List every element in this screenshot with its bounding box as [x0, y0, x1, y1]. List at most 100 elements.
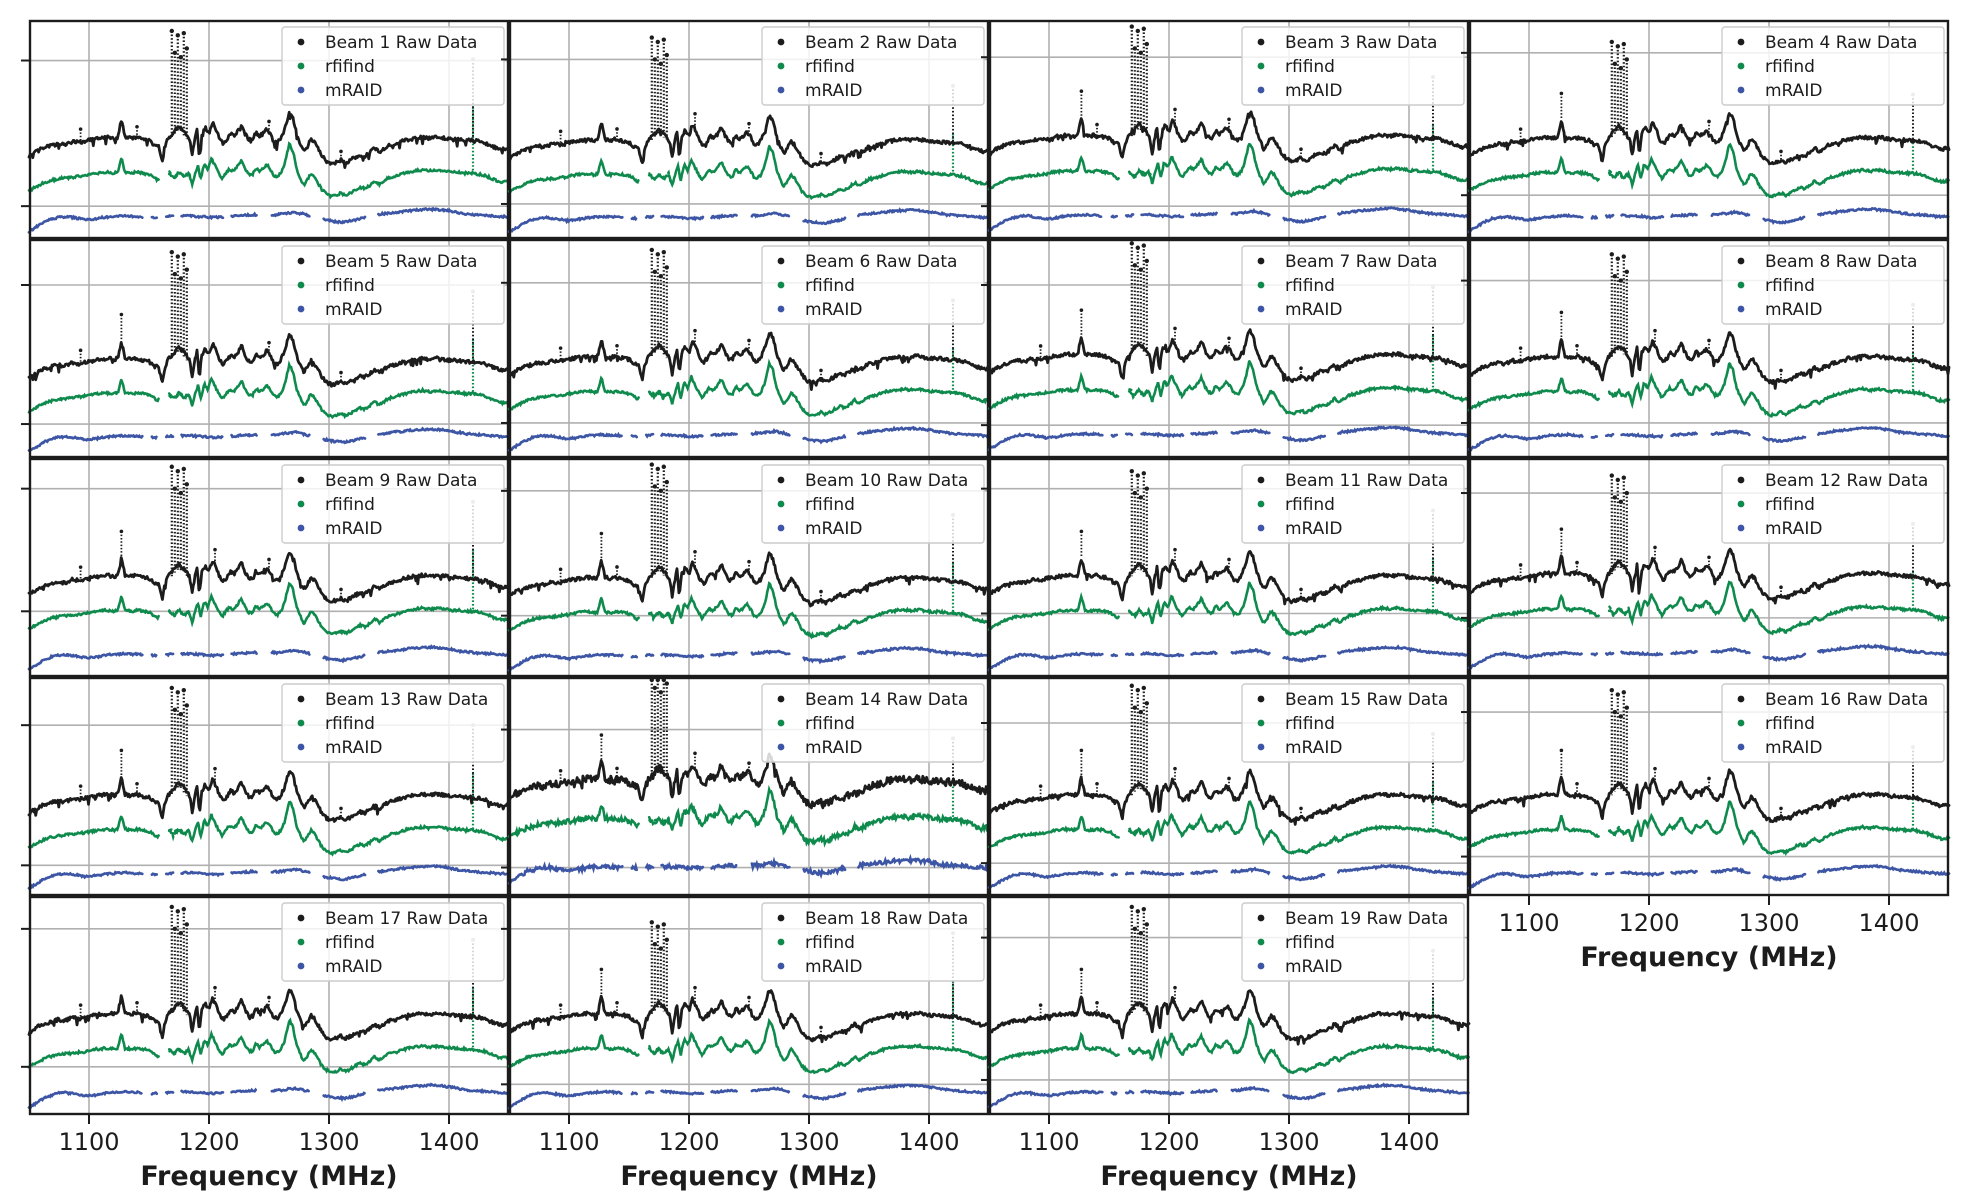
mraid-path [322, 215, 367, 225]
mraid-path [1604, 651, 1615, 657]
raw-rfi-spike-top-dot [1618, 499, 1623, 504]
raw-rfi-spike-top-dot [169, 28, 174, 34]
legend-dot-mraid [1257, 305, 1265, 313]
mraid-path [1190, 650, 1218, 656]
raw-rfi-spike-top-dot [652, 685, 657, 691]
mraid-path [322, 1091, 367, 1103]
mraid-path [1467, 650, 1584, 670]
raw-rfi-spike-top-dot [178, 931, 183, 936]
raw-rfi-spike-top-dot [1615, 477, 1620, 483]
raw-minor-spike-dot [1095, 122, 1099, 127]
legend-box [1721, 464, 1945, 544]
plot-border [508, 457, 990, 678]
raw-rfi-spike-top-dot [1135, 28, 1140, 34]
raw-rfi-spike-top-dot [661, 37, 666, 42]
legend-label-raw: Beam 9 Raw Data [325, 471, 477, 491]
rfifind-path [987, 814, 1120, 849]
rfifind-series [1467, 352, 1951, 418]
mraid-path [857, 1082, 991, 1096]
mraid-path [1467, 431, 1584, 452]
legend-box [281, 902, 505, 982]
mraid-path [1817, 863, 1951, 877]
raw-minor-spike-dot [1173, 326, 1177, 331]
raw-minor-spike-dot [1173, 547, 1177, 552]
raw-rfi-spike-top-dot [1618, 714, 1623, 719]
raw-minor-spike-dot [693, 550, 697, 554]
legend-label-mraid: mRAID [1765, 738, 1822, 758]
rfifind-sparse-path [1128, 1044, 1152, 1060]
raw-minor-spike-dot [1707, 776, 1711, 781]
raw-minor-spike-dot [1299, 806, 1303, 811]
raw-rfi-spike-top-dot [175, 909, 180, 914]
raw-data-series [1467, 39, 1951, 166]
raw-minor-spike-dot [558, 346, 563, 350]
raw-minor-spike-dot [213, 985, 217, 990]
legend-dot-raw [1257, 476, 1265, 484]
mraid-path [1337, 1082, 1471, 1095]
raw-minor-spike-dot [267, 119, 271, 124]
legend-dot-raw [297, 914, 305, 922]
mraid-path [1590, 213, 1599, 221]
plot-border [28, 238, 510, 459]
legend-dot-mraid [1257, 962, 1265, 970]
mraid-path [230, 868, 258, 876]
raw-minor-spike-dot [213, 766, 217, 771]
legend-dot-raw [777, 257, 785, 265]
legend-label-mraid: mRAID [1285, 519, 1342, 539]
legend-label-raw: Beam 17 Raw Data [325, 909, 488, 929]
mraid-path [1124, 1089, 1135, 1095]
mraid-path [1337, 644, 1471, 658]
rfifind-sparse-path [648, 814, 672, 827]
mraid-path [750, 648, 791, 657]
legend-dot-raw [1737, 38, 1745, 46]
beam-7-plot: Beam 7 Raw Data rfifind mRAID [981, 238, 1471, 459]
raw-data-series [27, 904, 511, 1042]
raw-minor-spike-dot [267, 557, 271, 562]
raw-path [507, 331, 991, 391]
beam-2-plot: Beam 2 Raw Data rfifind mRAID [501, 19, 991, 240]
legend-dot-raw [777, 914, 785, 922]
legend-box [1241, 902, 1465, 982]
mraid-path [710, 859, 738, 872]
raw-minor-spike-dot [1575, 781, 1579, 786]
mraid-path [802, 1091, 847, 1102]
raw-rfi-spike-top-dot [175, 468, 180, 474]
raw-minor-spike-dot [1707, 555, 1711, 560]
subplot-beam-9: Beam 9 Raw Data rfifind mRAID [21, 457, 511, 678]
legend-dot-raw [1257, 257, 1265, 265]
raw-path [27, 551, 511, 604]
raw-rfi-spike-top-dot [1132, 705, 1137, 710]
raw-minor-spike-dot [119, 529, 124, 534]
raw-rfi-spike-top-dot [664, 265, 669, 270]
raw-rfi-spike-top-dot [172, 271, 177, 277]
raw-minor-spike-dot [1038, 344, 1043, 348]
raw-path [987, 989, 1471, 1046]
plot-border [988, 19, 1470, 240]
mraid-path [1110, 433, 1119, 438]
plot-border [28, 895, 510, 1116]
legend: Beam 17 Raw Data rfifind mRAID [281, 902, 505, 982]
legend-dot-mraid [1737, 524, 1745, 532]
mraid-path [1230, 1085, 1271, 1093]
raw-rfi-spike-top-dot [1618, 65, 1623, 71]
mraid-path [230, 211, 258, 219]
rfifind-series [1467, 142, 1951, 199]
raw-data-series [27, 28, 511, 169]
raw-minor-spike-dot [339, 806, 343, 811]
mraid-path [1124, 432, 1135, 437]
mraid-path [1337, 863, 1471, 877]
x-tick-label: 1300 [778, 1128, 840, 1156]
rfifind-path [507, 594, 640, 632]
mraid-path [1710, 646, 1751, 655]
mraid-path [1124, 871, 1135, 876]
raw-rfi-spike-top-dot [1132, 490, 1137, 496]
raw-minor-spike-dot [78, 348, 83, 353]
legend-box [1241, 26, 1465, 106]
legend-dot-raw [1257, 695, 1265, 703]
legend-label-raw: Beam 12 Raw Data [1765, 471, 1928, 491]
rfifind-series [27, 339, 511, 420]
raw-path [27, 110, 511, 169]
raw-rfi-spike-top-dot [649, 462, 654, 467]
legend-dot-raw [777, 38, 785, 46]
mraid-path [1140, 870, 1185, 878]
